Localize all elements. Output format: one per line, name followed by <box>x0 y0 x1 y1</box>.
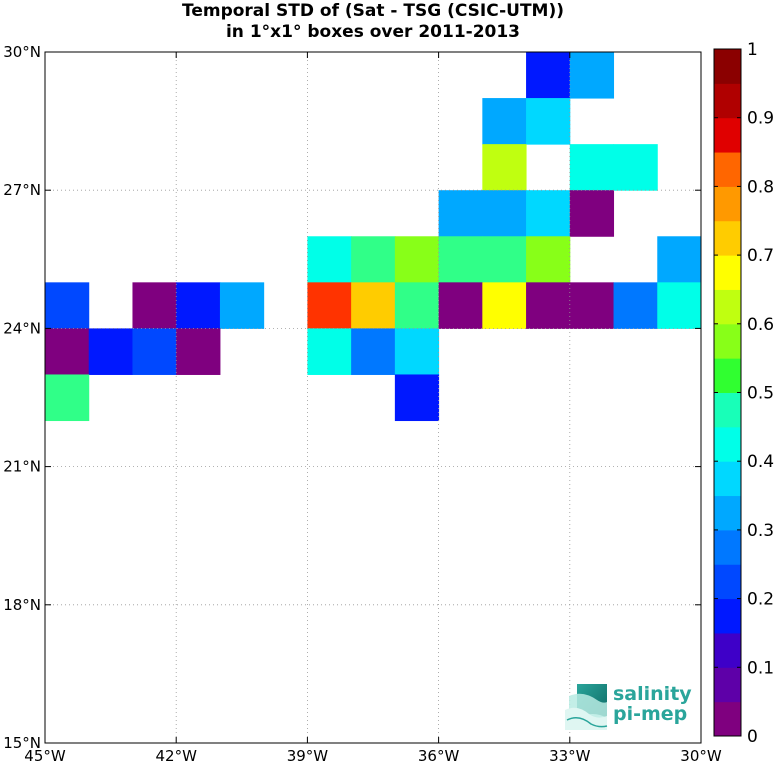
x-tick-label: 30°W <box>680 747 722 763</box>
y-tick-label: 27°N <box>3 181 41 199</box>
colorbar-segment <box>714 598 741 634</box>
heatmap-cell <box>45 374 90 422</box>
heatmap-cell <box>613 144 658 191</box>
colorbar: 0 0.1 0.2 0.3 0.4 0.5 0.6 0.7 0.8 0.9 1 <box>713 40 774 747</box>
chart-subtitle: in 1°x1° boxes over 2011-2013 <box>225 22 521 42</box>
heatmap-cell <box>526 236 571 283</box>
y-tick-label: 15°N <box>3 734 41 752</box>
y-tick-label: 18°N <box>3 596 41 614</box>
colorbar-segment <box>714 392 741 428</box>
x-tick-label: 36°W <box>418 747 460 763</box>
heatmap-cell <box>176 328 221 375</box>
heatmap-cell <box>438 282 483 329</box>
heatmap-cell <box>394 328 440 375</box>
colorbar-tick-label: 0.8 <box>747 177 774 197</box>
heatmap-cell <box>351 236 396 283</box>
heatmap-cell <box>307 328 352 375</box>
colorbar-segment <box>714 564 741 600</box>
colorbar-segment <box>714 461 741 497</box>
y-tick-label: 30°N <box>3 43 41 61</box>
heatmap-cell <box>307 282 352 329</box>
x-tick-label: 42°W <box>155 747 197 763</box>
heatmap-cell <box>45 282 90 329</box>
salinity-pi-mep-logo: salinity pi-mep <box>563 682 695 732</box>
colorbar-tick-label: 0.1 <box>747 658 774 678</box>
heatmap-cell <box>657 236 702 283</box>
colorbar-segment <box>714 117 741 153</box>
heatmap-cell <box>176 282 221 329</box>
colorbar-segment <box>714 289 741 325</box>
heatmap-cell <box>482 144 527 191</box>
heatmap-cell <box>526 52 571 99</box>
heatmap-cell <box>88 328 133 375</box>
heatmap-cell <box>526 98 571 145</box>
colorbar-segment <box>714 49 741 84</box>
heatmap-cell <box>351 328 396 375</box>
colorbar-segment <box>714 186 741 222</box>
colorbar-segment <box>714 255 741 290</box>
colorbar-tick-label: 0.3 <box>747 521 774 541</box>
heatmap-cell <box>307 236 352 283</box>
colorbar-segment <box>714 83 741 119</box>
colorbar-segment <box>714 358 741 393</box>
colorbar-segment <box>714 323 741 359</box>
chart-title: Temporal STD of (Sat - TSG (CSIC-UTM)) <box>181 1 565 21</box>
heatmap-cell <box>482 282 527 329</box>
heatmap-cell <box>438 236 483 283</box>
heatmap-cell <box>482 236 527 283</box>
heatmap-cell <box>438 190 483 237</box>
heatmap-cells <box>45 52 702 422</box>
grid-lines <box>45 52 701 743</box>
heatmap-cell <box>569 52 615 99</box>
colorbar-tick-label: 0.7 <box>747 246 774 266</box>
y-tick-label: 24°N <box>3 319 41 337</box>
heatmap-cell <box>569 282 615 329</box>
colorbar-segment <box>714 152 741 187</box>
colorbar-segment <box>714 529 741 565</box>
colorbar-segment <box>714 667 741 703</box>
logo-wave-icon <box>565 684 608 730</box>
heatmap-cell <box>132 282 177 329</box>
heatmap-cell <box>482 190 527 237</box>
y-tick-label: 21°N <box>3 458 41 476</box>
colorbar-tick-label: 0 <box>747 727 758 747</box>
heatmap-cell <box>657 282 702 329</box>
logo-text-line2: pi-mep <box>613 703 688 725</box>
colorbar-tick-label: 0.2 <box>747 590 774 610</box>
heatmap-cell <box>569 144 615 191</box>
colorbar-segment <box>714 426 741 462</box>
heatmap-cell <box>526 282 571 329</box>
heatmap-cell <box>394 282 440 329</box>
colorbar-segment <box>714 220 741 256</box>
x-tick-label: 45°W <box>24 747 66 763</box>
colorbar-segment <box>714 632 741 668</box>
colorbar-segment <box>714 701 741 737</box>
logo-text-line1: salinity <box>613 683 692 705</box>
axes-frame <box>44 51 702 744</box>
x-tick-label: 39°W <box>287 747 329 763</box>
heatmap-cell <box>351 282 396 329</box>
x-tick-label: 33°W <box>549 747 591 763</box>
axis-ticks: 45°W 42°W 39°W 36°W 33°W 30°W 15°N 18°N 21°N 24°N… <box>3 43 722 763</box>
colorbar-tick-label: 1 <box>747 40 758 60</box>
heatmap-cell <box>45 328 90 375</box>
heatmap-cell <box>482 98 527 145</box>
heatmap-cell <box>526 190 571 237</box>
colorbar-tick-label: 0.4 <box>747 452 774 472</box>
colorbar-segment <box>714 495 741 531</box>
heatmap-cell <box>569 190 615 237</box>
heatmap-cell <box>394 374 440 422</box>
colorbar-tick-label: 0.5 <box>747 384 774 404</box>
heatmap-cell <box>394 236 440 283</box>
colorbar-tick-label: 0.9 <box>747 109 774 129</box>
heatmap-cell <box>132 328 177 375</box>
colorbar-tick-label: 0.6 <box>747 315 774 335</box>
heatmap-cell <box>613 282 658 329</box>
heatmap-cell <box>219 282 265 329</box>
